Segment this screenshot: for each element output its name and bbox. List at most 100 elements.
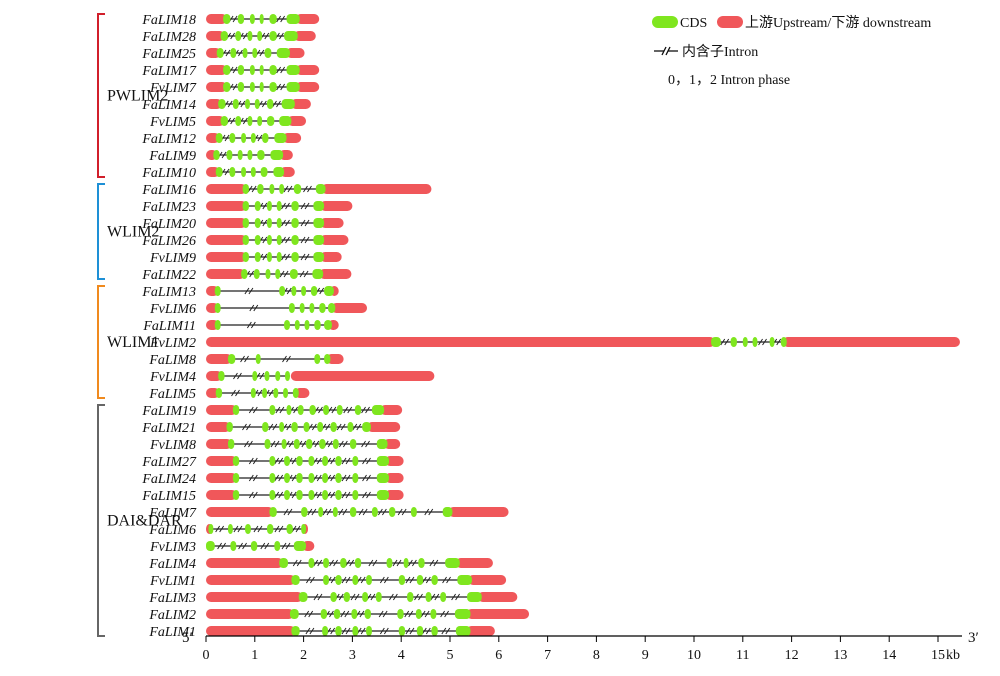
cds-exon — [330, 592, 337, 602]
downstream-utr — [290, 371, 435, 381]
cds-exon — [249, 14, 255, 24]
cds-exon — [269, 473, 276, 483]
intron-break-mark — [233, 525, 243, 533]
axis-unit-label: kb — [946, 648, 960, 663]
cds-exon — [299, 303, 305, 313]
cds-exon — [274, 541, 281, 551]
cds-exon — [242, 218, 249, 228]
cds-exon — [285, 371, 290, 381]
upstream-utr — [206, 575, 296, 585]
intron-break-mark — [350, 593, 360, 601]
downstream-utr — [320, 201, 353, 211]
downstream-utr — [319, 269, 352, 279]
upstream-utr — [206, 592, 303, 602]
downstream-utr — [448, 507, 509, 517]
gene-row: FaLIM21 — [141, 421, 401, 436]
intron-break-mark — [340, 610, 350, 618]
intron-break-mark — [414, 593, 423, 601]
cds-exon — [273, 388, 279, 398]
cds-exon — [283, 388, 288, 398]
cds-exon — [279, 116, 292, 126]
gene-row: FaLIM8 — [148, 353, 344, 368]
cds-exon — [340, 558, 347, 568]
cds-exon — [323, 405, 329, 415]
cds-exon — [242, 252, 249, 262]
cds-exon — [440, 592, 447, 602]
cds-exon — [308, 473, 315, 483]
cds-exon — [259, 14, 264, 24]
downstream-utr — [287, 116, 307, 126]
upstream-utr — [206, 269, 246, 279]
cds-exon — [257, 31, 263, 41]
intron-break-mark — [274, 491, 284, 499]
cds-exon — [296, 473, 303, 483]
downstream-utr — [295, 65, 320, 75]
gene-row: FaLIM25 — [141, 47, 305, 62]
cds-exon — [242, 48, 248, 58]
cds-exon — [275, 371, 281, 381]
intron-break-mark — [407, 559, 417, 567]
upstream-utr — [206, 422, 231, 432]
intron-break-mark — [300, 236, 310, 244]
cds-exon — [376, 439, 388, 449]
cds-exon — [232, 405, 240, 415]
intron-break-mark — [758, 338, 767, 346]
cds-exon — [425, 592, 432, 602]
downstream-utr — [455, 558, 493, 568]
legend-utr-swatch — [717, 16, 743, 28]
gene-name-label: FaLIM7 — [148, 506, 197, 521]
intron-break-mark — [341, 576, 351, 584]
intron-break-mark — [300, 253, 310, 261]
cds-exon — [780, 337, 787, 347]
gene-row: FaLIM23 — [141, 200, 353, 215]
cds-exon — [291, 286, 297, 296]
cds-exon — [229, 133, 236, 143]
gene-row: FaLIM2 — [148, 608, 530, 623]
cds-exon — [242, 235, 249, 245]
cds-exon — [364, 609, 371, 619]
axis-tick-label: 11 — [736, 648, 749, 663]
gene-row: FaLIM13 — [141, 285, 339, 300]
cds-exon — [279, 184, 285, 194]
downstream-utr — [282, 133, 302, 143]
gene-name-label: FaLIM14 — [141, 98, 196, 113]
intron-break-mark — [248, 474, 258, 482]
cds-exon — [214, 286, 221, 296]
cds-exon — [235, 116, 242, 126]
cds-exon — [213, 150, 220, 160]
intron-break-mark — [238, 542, 247, 550]
cds-exon — [235, 31, 242, 41]
downstream-utr — [326, 354, 344, 364]
cds-exon — [267, 235, 272, 245]
gene-name-label: FaLIM24 — [141, 472, 196, 487]
cds-exon — [407, 592, 414, 602]
cds-exon — [343, 592, 350, 602]
cds-exon — [257, 150, 265, 160]
cds-exon — [398, 626, 406, 636]
cds-exon — [276, 48, 290, 58]
cds-exon — [220, 116, 228, 126]
intron-break-mark — [341, 491, 351, 499]
upstream-utr — [206, 456, 237, 466]
cds-exon — [306, 439, 313, 449]
intron-break-mark — [240, 355, 249, 363]
intron-break-mark — [378, 610, 388, 618]
cds-exon — [257, 116, 263, 126]
intron-break-mark — [388, 593, 398, 601]
cds-exon — [294, 320, 300, 330]
cds-exon — [403, 558, 409, 568]
cds-exon — [291, 201, 299, 211]
intron-break-mark — [217, 542, 227, 550]
upstream-utr — [206, 626, 296, 636]
cds-exon — [216, 48, 224, 58]
intron-break-mark — [292, 559, 302, 567]
cds-exon — [730, 337, 737, 347]
cds-exon — [269, 14, 277, 24]
cds-exon — [332, 439, 339, 449]
gene-name-label: FvLIM6 — [149, 302, 196, 317]
upstream-utr — [206, 558, 284, 568]
group-name-label: DAI&DAR — [107, 513, 182, 530]
intron-break-mark — [231, 389, 240, 397]
cds-exon — [296, 456, 303, 466]
intron-break-mark — [248, 406, 258, 414]
